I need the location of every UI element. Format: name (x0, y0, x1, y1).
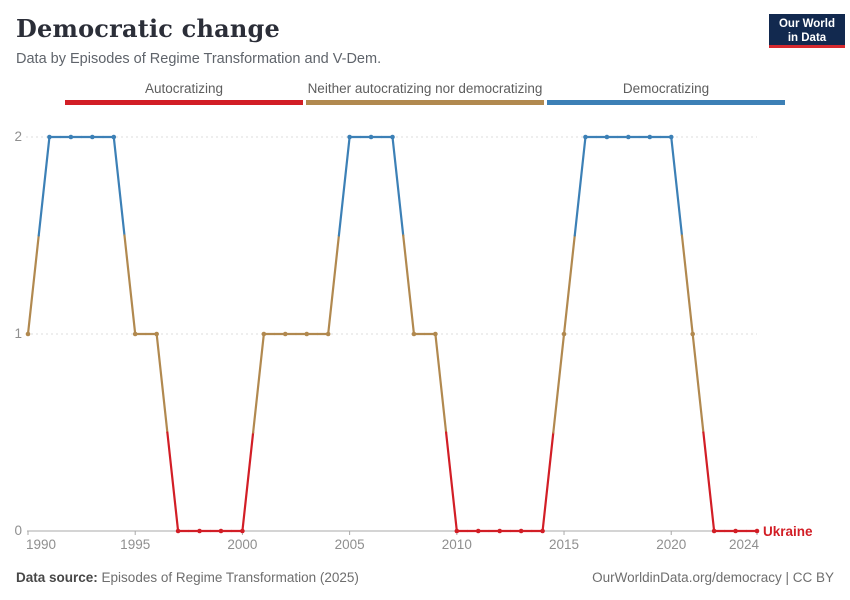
data-point-2013[interactable] (518, 528, 524, 534)
data-point-2002[interactable] (282, 331, 288, 337)
series-segment[interactable] (123, 234, 137, 336)
x-tick-label-2005: 2005 (334, 537, 365, 552)
data-point-2011[interactable] (475, 528, 481, 534)
legend-item-democratizing[interactable]: Democratizing (547, 81, 785, 105)
series-segment[interactable] (26, 234, 40, 336)
legend-item-autocratizing[interactable]: Autocratizing (65, 81, 303, 105)
data-point-1996[interactable] (154, 331, 159, 337)
series-segment[interactable] (562, 234, 576, 336)
data-point-2019[interactable] (647, 134, 653, 140)
series-segment[interactable] (337, 135, 351, 237)
series-segment[interactable] (702, 431, 716, 533)
data-point-2000[interactable] (240, 528, 245, 534)
legend-color-bar (306, 100, 544, 105)
data-point-2001[interactable] (261, 331, 267, 337)
x-tick-label-2015: 2015 (548, 537, 580, 552)
legend-item-neither[interactable]: Neither autocratizing nor democratizing (306, 81, 544, 105)
series-segment[interactable] (241, 431, 255, 533)
series-segment[interactable] (552, 332, 566, 434)
data-point-1998[interactable] (197, 528, 202, 534)
series-segment[interactable] (691, 332, 705, 434)
series-segment[interactable] (445, 431, 458, 533)
data-point-2008[interactable] (411, 331, 417, 337)
x-tick-label-2024: 2024 (728, 537, 759, 552)
y-tick-label-2: 2 (14, 129, 22, 144)
series-segment[interactable] (434, 332, 448, 434)
series-segment[interactable] (680, 234, 694, 336)
data-point-2014[interactable] (540, 528, 545, 534)
owid-logo-line1: Our World (778, 18, 835, 30)
x-tick-label-2010: 2010 (441, 537, 472, 552)
series-segment[interactable] (37, 135, 51, 237)
data-point-1997[interactable] (175, 528, 181, 534)
series-segment[interactable] (402, 234, 416, 336)
data-point-2003[interactable] (304, 331, 310, 337)
legend-label: Neither autocratizing nor democratizing (307, 81, 543, 96)
data-point-2020[interactable] (668, 134, 674, 140)
series-segment[interactable] (112, 135, 126, 237)
series-segment[interactable] (541, 431, 555, 533)
data-point-2004[interactable] (325, 331, 331, 337)
series-segment[interactable] (573, 135, 587, 237)
data-point-2010[interactable] (454, 528, 460, 534)
data-point-1991[interactable] (47, 134, 52, 140)
data-point-2018[interactable] (626, 134, 631, 140)
series-segment[interactable] (391, 135, 405, 237)
data-point-1992[interactable] (68, 134, 74, 140)
series-segment[interactable] (252, 332, 265, 434)
data-point-2016[interactable] (583, 134, 588, 140)
data-point-2021[interactable] (690, 331, 695, 337)
x-tick-label-1990: 1990 (26, 537, 57, 552)
data-source-note: Data source: Episodes of Regime Transfor… (16, 570, 359, 585)
x-tick-label-2000: 2000 (227, 537, 258, 552)
page-title: Democratic change (16, 14, 280, 43)
x-tick-label-1995: 1995 (120, 537, 151, 552)
data-point-2007[interactable] (390, 134, 395, 140)
entity-label-ukraine[interactable]: Ukraine (763, 524, 813, 539)
data-source-text: Episodes of Regime Transformation (2025) (101, 570, 359, 585)
legend-label: Democratizing (622, 81, 710, 96)
data-point-2022[interactable] (711, 528, 717, 534)
data-point-2005[interactable] (347, 134, 352, 140)
owid-logo-line2: in Data (787, 31, 827, 44)
chart-subtitle: Data by Episodes of Regime Transformatio… (16, 51, 382, 67)
y-tick-label-1: 1 (14, 326, 22, 341)
data-point-1993[interactable] (90, 134, 95, 140)
legend-color-bar (547, 100, 785, 105)
data-point-2012[interactable] (497, 528, 503, 534)
data-point-2015[interactable] (561, 331, 567, 337)
y-tick-label-0: 0 (14, 523, 22, 538)
data-point-2017[interactable] (604, 134, 610, 140)
owid-credit-link[interactable]: OurWorldinData.org/democracy | CC BY (592, 570, 834, 585)
series-segment[interactable] (155, 332, 169, 434)
data-point-1994[interactable] (111, 134, 117, 140)
series-segment[interactable] (670, 135, 684, 237)
series-segment[interactable] (166, 431, 180, 533)
data-point-1990[interactable] (25, 331, 31, 337)
legend-label: Autocratizing (144, 81, 224, 96)
owid-logo[interactable]: Our World in Data (769, 14, 845, 48)
data-point-2024[interactable] (754, 528, 760, 534)
category-legend: Autocratizing Neither autocratizing nor d… (65, 81, 785, 105)
data-point-2023[interactable] (733, 528, 738, 534)
data-point-2006[interactable] (368, 134, 374, 140)
data-point-1995[interactable] (132, 331, 138, 337)
data-source-label: Data source: (16, 570, 98, 585)
x-tick-label-2020: 2020 (656, 537, 687, 552)
data-point-2009[interactable] (433, 331, 438, 337)
data-point-1999[interactable] (218, 528, 224, 534)
series-segment[interactable] (327, 234, 340, 336)
legend-color-bar (65, 100, 303, 105)
